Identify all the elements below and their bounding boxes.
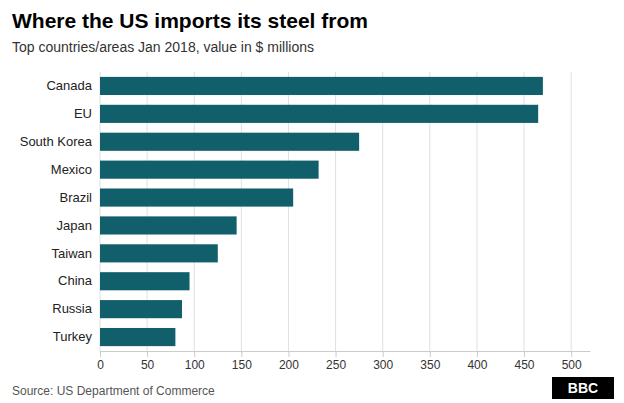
x-tick-mark: [241, 351, 242, 357]
y-tick-label: Taiwan: [52, 246, 92, 261]
logo: BBC: [552, 377, 614, 399]
x-tick-mark: [524, 351, 525, 357]
chart-svg: Where the US imports its steel from Top c…: [0, 0, 624, 403]
x-tick: 200: [279, 351, 299, 372]
y-tick: Taiwan: [52, 246, 100, 261]
x-tick-label: 100: [185, 358, 205, 372]
y-tick-label: Brazil: [59, 190, 92, 205]
y-tick-label: China: [58, 273, 93, 288]
y-axis: Turkey Russia China Taiwan Japan Brazil Mexico…: [20, 78, 100, 344]
x-tick-label: 300: [373, 358, 393, 372]
x-tick-label: 400: [467, 358, 487, 372]
x-tick-mark: [571, 351, 572, 357]
x-tick-label: 500: [562, 358, 582, 372]
bar: [100, 272, 190, 290]
y-tick-label: Japan: [57, 218, 92, 233]
x-tick: 500: [562, 351, 582, 372]
x-tick-mark: [336, 351, 337, 357]
y-tick: South Korea: [20, 134, 100, 149]
y-tick: China: [58, 273, 100, 288]
x-tick-mark: [477, 351, 478, 357]
y-tick: EU: [74, 106, 100, 121]
y-tick: Russia: [52, 301, 100, 316]
x-tick: 50: [141, 351, 155, 372]
y-tick-label: South Korea: [20, 134, 93, 149]
bars: [100, 77, 543, 346]
x-axis-line: [101, 351, 591, 352]
x-tick-label: 50: [141, 358, 155, 372]
grid: [100, 72, 571, 351]
plot-area: 0 50 100 150 200 250 300 350 400 450 500 Turkey Russ…: [20, 72, 591, 372]
x-tick-mark: [194, 351, 195, 357]
x-tick-mark: [430, 351, 431, 357]
x-tick-mark: [100, 351, 101, 357]
y-tick-label: Canada: [46, 78, 92, 93]
x-tick: 250: [326, 351, 346, 372]
y-tick: Brazil: [59, 190, 100, 205]
bar: [100, 216, 237, 234]
y-tick-label: Turkey: [53, 329, 93, 344]
x-tick: 100: [185, 351, 205, 372]
x-tick: 300: [373, 351, 393, 372]
logo-box: [552, 377, 614, 399]
y-tick: Turkey: [53, 329, 100, 344]
chart-container: Where the US imports its steel from Top c…: [0, 0, 624, 403]
x-tick-label: 200: [279, 358, 299, 372]
grid-line: [571, 72, 572, 351]
x-tick: 450: [515, 351, 535, 372]
x-tick-label: 0: [97, 358, 104, 372]
y-tick: Mexico: [51, 162, 100, 177]
bar: [100, 77, 543, 95]
title: Where the US imports its steel from: [12, 9, 368, 32]
subtitle: Top countries/areas Jan 2018, value in $…: [12, 39, 314, 55]
source: Source: US Department of Commerce: [12, 384, 215, 398]
x-tick-mark: [383, 351, 384, 357]
bar: [100, 105, 538, 123]
y-tick-label: EU: [74, 106, 92, 121]
x-tick-label: 350: [420, 358, 440, 372]
x-tick-label: 450: [515, 358, 535, 372]
x-tick: 400: [467, 351, 487, 372]
x-tick: 350: [420, 351, 440, 372]
x-tick: 0: [97, 351, 104, 372]
logo-text: BBC: [568, 380, 598, 396]
x-tick-label: 150: [232, 358, 252, 372]
x-tick-label: 250: [326, 358, 346, 372]
x-tick: 150: [232, 351, 252, 372]
y-tick: Japan: [57, 218, 100, 233]
x-tick-mark: [147, 351, 148, 357]
x-axis: 0 50 100 150 200 250 300 350 400 450 500: [97, 351, 590, 372]
bar: [100, 300, 182, 318]
y-tick-label: Mexico: [51, 162, 92, 177]
y-tick: Canada: [46, 78, 100, 93]
bar: [100, 188, 293, 206]
bar: [100, 244, 218, 262]
bar: [100, 328, 175, 346]
x-tick-mark: [288, 351, 289, 357]
y-tick-label: Russia: [52, 301, 93, 316]
bar: [100, 133, 359, 151]
bar: [100, 161, 319, 179]
